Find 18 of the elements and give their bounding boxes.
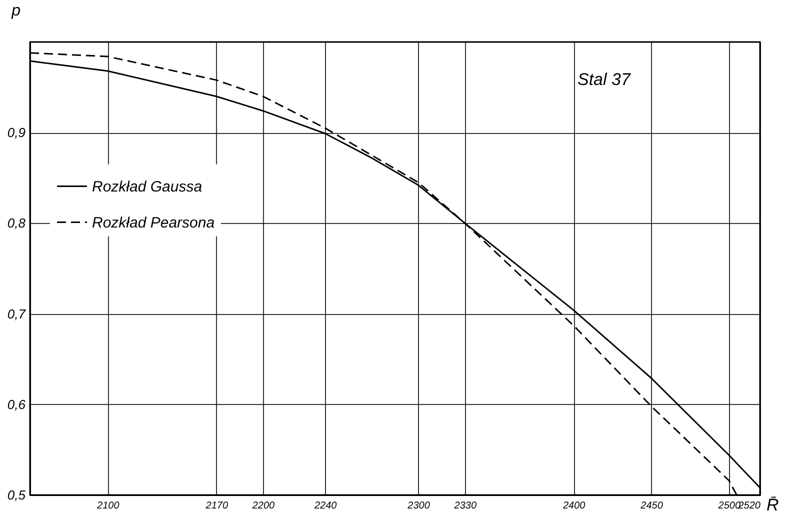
x-tick-label: 2100 (96, 500, 120, 512)
annotation: Stal 37 (578, 70, 631, 89)
x-tick-label: 2400 (562, 500, 586, 512)
y-tick-label: 0,7 (7, 306, 26, 322)
x-tick-label: 2240 (313, 500, 338, 512)
y-axis-title: p (10, 2, 21, 20)
x-tick-label: 2300 (406, 500, 430, 512)
y-tick-label: 0,5 (7, 488, 26, 502)
y-tick-label: 0,8 (7, 216, 26, 231)
x-tick-label: 2330 (453, 500, 477, 512)
x-tick-label: 2450 (640, 500, 664, 512)
x-tick-label: 2200 (251, 500, 276, 512)
y-tick-label: 0,6 (7, 396, 26, 412)
x-tick-label: 2170 (204, 500, 228, 512)
legend-label: Rozkład Pearsona (92, 214, 215, 232)
y-tick-label: 0,9 (7, 125, 26, 140)
x-axis-title: R̄ (766, 496, 779, 514)
legend-label: Rozkład Gaussa (92, 178, 202, 196)
